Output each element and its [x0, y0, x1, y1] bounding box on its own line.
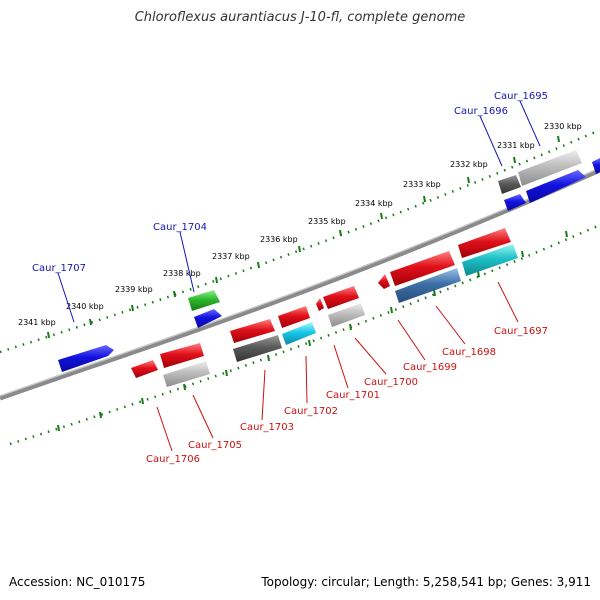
- gene-label-caur-1698[interactable]: Caur_1698: [442, 347, 496, 358]
- gene-caur-1707[interactable]: [58, 345, 114, 372]
- outer-ruler-major-ticks: [47, 135, 560, 339]
- gene-labels: Caur_1707 Caur_1704 Caur_1696 Caur_1695 …: [32, 91, 548, 465]
- gene-caur-1698-red[interactable]: [390, 251, 455, 286]
- kbp-label: 2331 kbp: [497, 141, 535, 150]
- gene-caur-1702-cyan[interactable]: [282, 322, 316, 345]
- kbp-scale-labels: 2341 kbp 2340 kbp 2339 kbp 2338 kbp 2337…: [18, 122, 582, 327]
- gene-caur-1703-red[interactable]: [230, 319, 275, 343]
- kbp-label: 2335 kbp: [308, 217, 346, 226]
- kbp-label: 2332 kbp: [450, 160, 488, 169]
- kbp-label: 2330 kbp: [544, 122, 582, 131]
- genome-backbone: [0, 167, 600, 401]
- gene-edge-blue[interactable]: [592, 158, 600, 174]
- gene-label-caur-1702[interactable]: Caur_1702: [284, 406, 338, 417]
- gene-caur-1697-red[interactable]: [458, 228, 511, 258]
- gene-caur-1695-blue[interactable]: [526, 170, 586, 203]
- gene-caur-1701[interactable]: [316, 298, 324, 311]
- inner-ruler-major-ticks: [57, 230, 568, 432]
- topology-label: Topology: circular; Length: 5,258,541 bp…: [261, 575, 591, 589]
- gene-caur-1702-red[interactable]: [278, 306, 310, 328]
- gene-caur-1705-gray[interactable]: [163, 361, 210, 387]
- gene-label-caur-1697[interactable]: Caur_1697: [494, 326, 548, 337]
- forward-genes: [58, 150, 600, 372]
- kbp-label: 2336 kbp: [260, 235, 298, 244]
- gene-label-caur-1705[interactable]: Caur_1705: [188, 440, 242, 451]
- kbp-label: 2339 kbp: [115, 285, 153, 294]
- kbp-label: 2333 kbp: [403, 180, 441, 189]
- kbp-label: 2341 kbp: [18, 318, 56, 327]
- gene-caur-1705-red[interactable]: [160, 343, 204, 368]
- kbp-label: 2337 kbp: [212, 252, 250, 261]
- gene-label-caur-1699[interactable]: Caur_1699: [403, 362, 457, 373]
- gene-caur-1700-red[interactable]: [323, 286, 359, 309]
- gene-caur-1696-blue[interactable]: [504, 194, 526, 211]
- gene-label-caur-1703[interactable]: Caur_1703: [240, 422, 294, 433]
- gene-label-caur-1696[interactable]: Caur_1696: [454, 106, 508, 117]
- kbp-label: 2340 kbp: [66, 302, 104, 311]
- gene-caur-1706[interactable]: [131, 360, 158, 378]
- gene-caur-1695-gray[interactable]: [518, 150, 582, 186]
- leader-lines: [57, 100, 541, 452]
- gene-caur-1703-gray[interactable]: [233, 335, 282, 362]
- gene-label-caur-1695[interactable]: Caur_1695: [494, 91, 548, 102]
- gene-caur-1696-dark[interactable]: [498, 175, 521, 194]
- gene-label-caur-1706[interactable]: Caur_1706: [146, 454, 200, 465]
- reverse-genes: [131, 228, 518, 387]
- kbp-label: 2334 kbp: [355, 199, 393, 208]
- gene-label-caur-1700[interactable]: Caur_1700: [364, 377, 418, 388]
- gene-label-caur-1707[interactable]: Caur_1707: [32, 263, 86, 274]
- gene-caur-1704-blue[interactable]: [194, 309, 222, 328]
- gene-caur-1700-gray[interactable]: [328, 303, 365, 327]
- gene-caur-1697-teal[interactable]: [462, 244, 518, 276]
- gene-caur-1699[interactable]: [378, 274, 390, 289]
- kbp-label: 2338 kbp: [163, 269, 201, 278]
- map-title: Chloroflexus aurantiacus J-10-fl, comple…: [134, 10, 466, 25]
- gene-label-caur-1701[interactable]: Caur_1701: [326, 390, 380, 401]
- gene-caur-1698-steel[interactable]: [395, 268, 461, 303]
- gene-label-caur-1704[interactable]: Caur_1704: [153, 222, 207, 233]
- gene-caur-1704-green[interactable]: [188, 290, 220, 311]
- genome-backbone-highlight: [0, 167, 600, 397]
- accession-label: Accession: NC_010175: [9, 575, 146, 589]
